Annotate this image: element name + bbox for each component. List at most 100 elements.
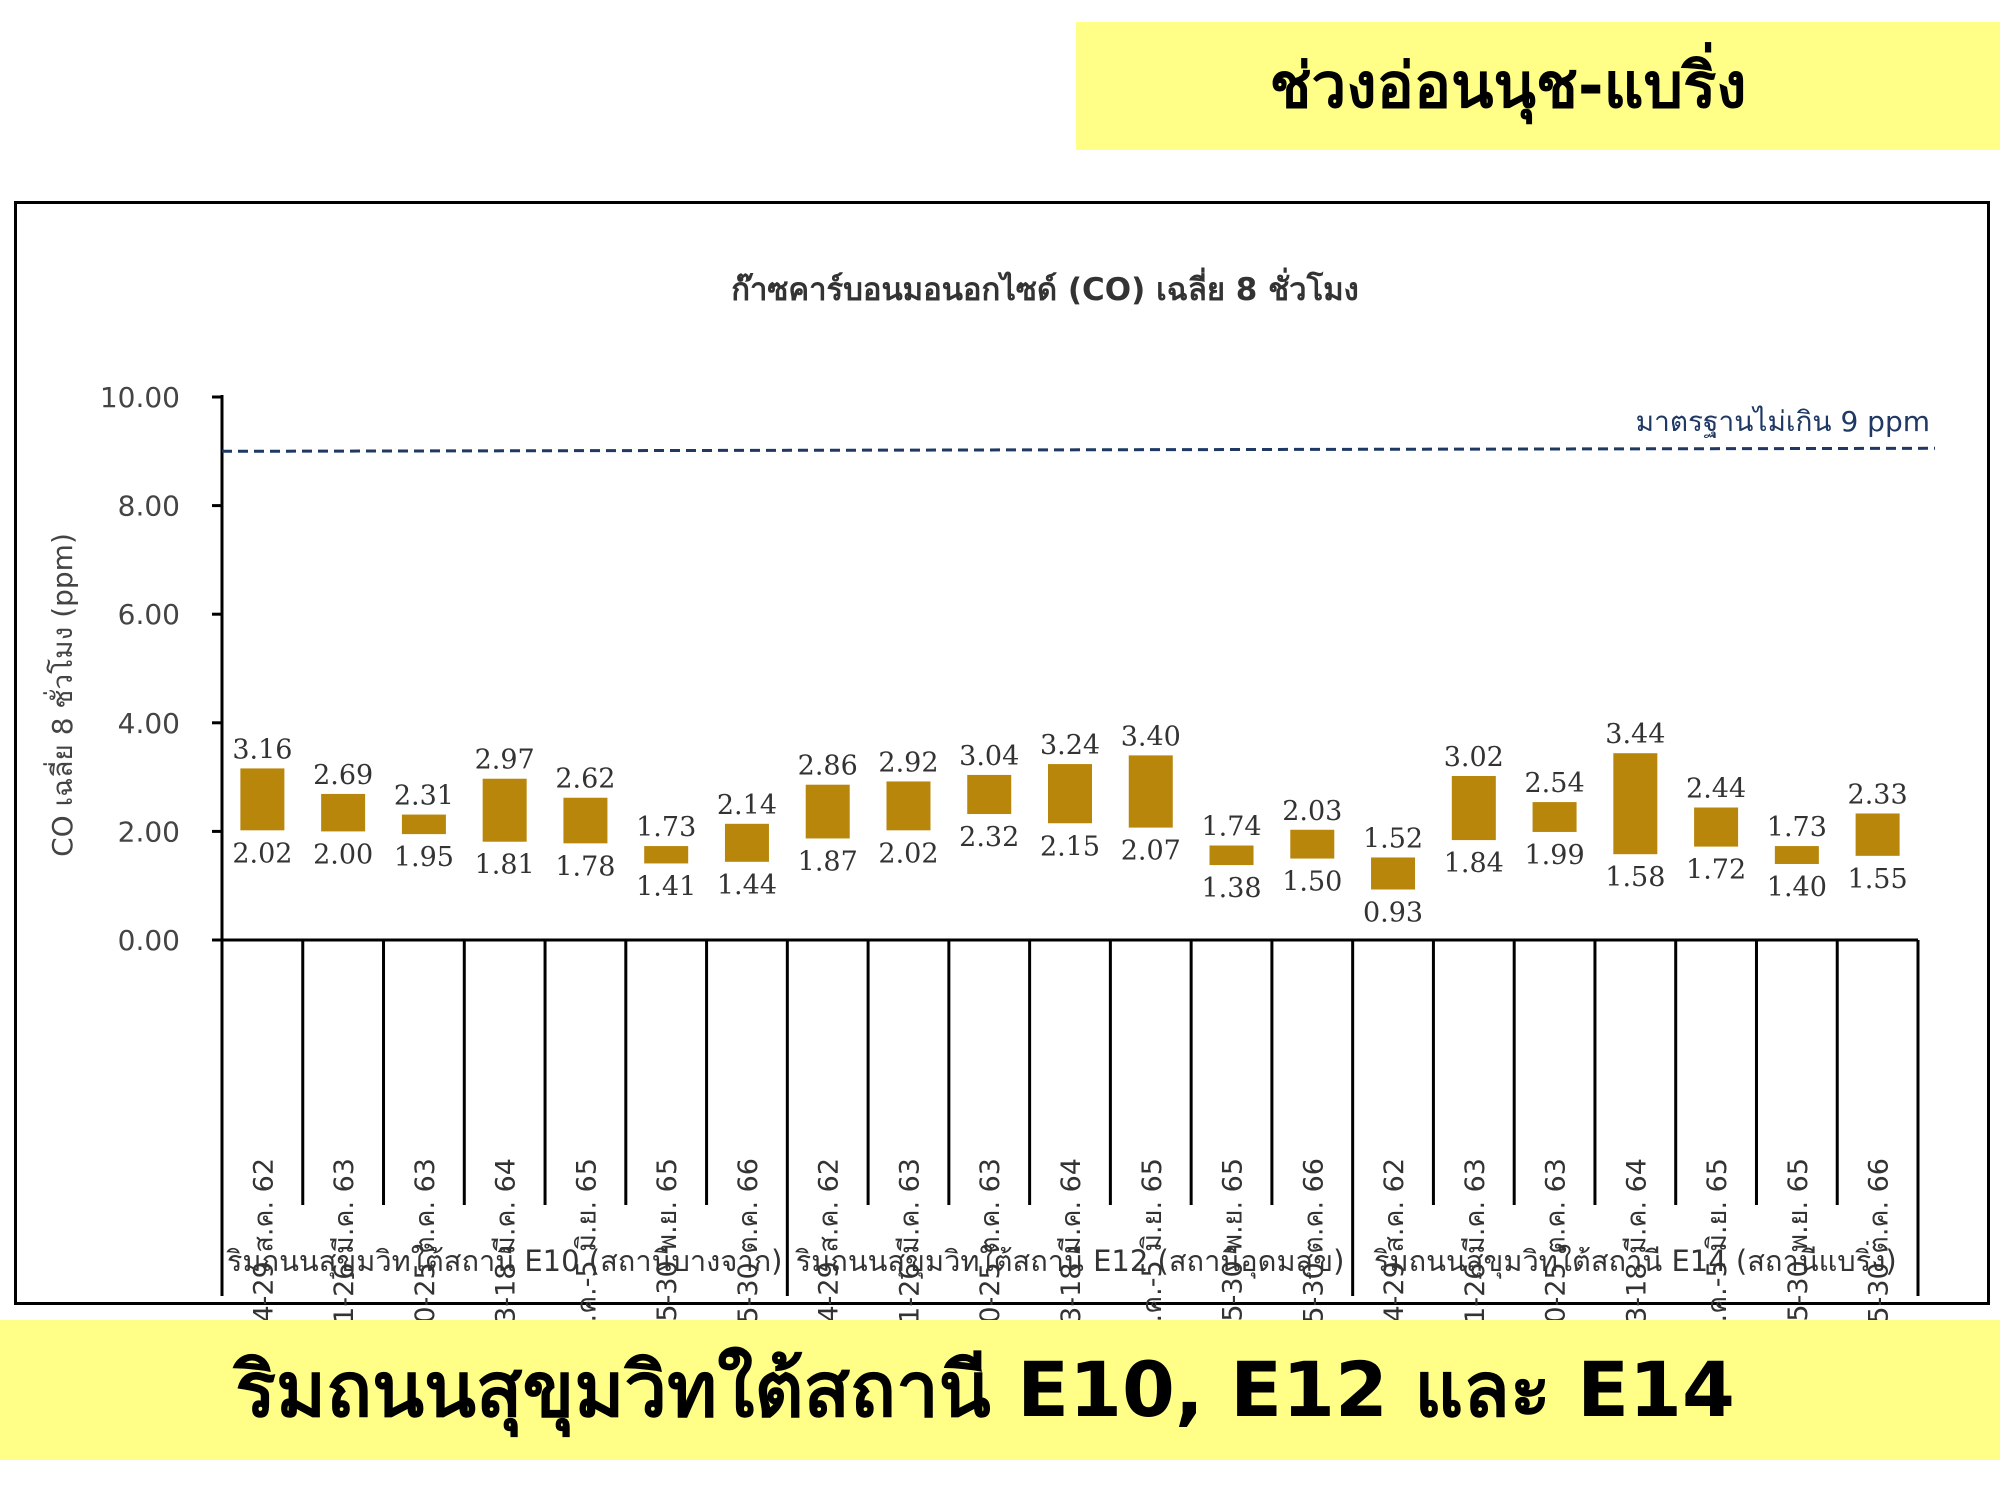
- category-label: 20-25 ต.ค. 63: [410, 1158, 441, 1341]
- category-label: 21-26 มี.ค. 63: [894, 1158, 925, 1341]
- standard-line: [221, 446, 1936, 453]
- min-value-label: 1.55: [1848, 864, 1908, 895]
- y-tick-label: 10.00: [100, 381, 180, 414]
- max-value-label: 2.92: [878, 747, 938, 778]
- y-tick-label: 4.00: [118, 707, 180, 740]
- max-value-label: 2.31: [394, 781, 454, 812]
- category-label: 24-29 ส.ค. 62: [814, 1158, 845, 1340]
- plot-area: 0.00 2.00 4.00 6.00 8.00 10.00 3.16 2.02 24-29 ส…: [100, 381, 1936, 1383]
- range-bar: [563, 797, 608, 844]
- min-value-label: 1.44: [717, 870, 777, 901]
- max-value-label: 2.03: [1282, 796, 1342, 827]
- max-value-label: 2.97: [475, 745, 535, 776]
- y-axis-title: CO เฉลี่ย 8 ชั่วโมง (ppm): [43, 533, 79, 857]
- group-label: ริมถนนสุขุมวิทใต้สถานี E12 (สถานีอุดมสุข…: [795, 1244, 1344, 1279]
- max-value-label: 1.73: [1767, 812, 1827, 843]
- max-value-label: 2.54: [1525, 768, 1585, 799]
- max-value-label: 2.44: [1686, 774, 1746, 805]
- range-bar: [321, 793, 366, 832]
- y-tick-label: 6.00: [118, 598, 180, 631]
- range-bar: [1855, 813, 1900, 856]
- max-value-label: 2.33: [1848, 779, 1908, 810]
- range-bar: [1451, 776, 1496, 841]
- min-value-label: 2.02: [878, 838, 938, 869]
- max-value-label: 2.69: [313, 760, 373, 791]
- range-bar: [644, 846, 689, 864]
- min-value-label: 1.72: [1686, 855, 1746, 886]
- range-bar: [1774, 846, 1819, 864]
- max-value-label: 3.24: [1040, 730, 1100, 761]
- category-label: 25-30 พ.ย. 65: [1783, 1158, 1814, 1339]
- min-value-label: 2.15: [1040, 831, 1100, 862]
- range-bar: [724, 823, 769, 862]
- group-label: ริมถนนสุขุมวิทใต้สถานี E14 (สถานีแบริ่ง): [1374, 1241, 1897, 1279]
- category-label: 21-26 มี.ค. 63: [329, 1158, 360, 1341]
- min-value-label: 1.87: [798, 846, 858, 877]
- min-value-label: 1.38: [1201, 873, 1261, 904]
- y-tick-label: 0.00: [118, 924, 180, 957]
- y-tick-label: 2.00: [118, 815, 180, 848]
- category-label: 13-18 มี.ค. 64: [1621, 1158, 1652, 1341]
- y-tick-label: 8.00: [118, 490, 180, 523]
- range-bar: [1209, 845, 1254, 866]
- category-label: 25-30 ต.ค. 66: [1298, 1158, 1329, 1341]
- bottom-banner-title: ริมถนนสุขุมวิทใต้สถานี E10, E12 และ E14: [235, 1345, 1735, 1434]
- max-value-label: 1.73: [636, 812, 696, 843]
- max-value-label: 2.62: [555, 764, 615, 795]
- min-value-label: 2.07: [1121, 836, 1181, 867]
- range-bar: [1694, 807, 1739, 847]
- max-value-label: 1.52: [1363, 823, 1423, 854]
- max-value-label: 3.02: [1444, 742, 1504, 773]
- range-bar: [401, 814, 446, 835]
- chart-title: ก๊าซคาร์บอนมอนอกไซด์ (CO) เฉลี่ย 8 ชั่วโ…: [731, 267, 1359, 308]
- range-bar: [240, 768, 285, 831]
- category-label: 25-30 พ.ย. 65: [1218, 1158, 1249, 1339]
- category-label: 24-29 ส.ค. 62: [248, 1158, 279, 1340]
- category-label: 21-26 มี.ค. 63: [1460, 1158, 1491, 1341]
- min-value-label: 1.95: [394, 842, 454, 873]
- bottom-banner: ริมถนนสุขุมวิทใต้สถานี E10, E12 และ E14: [0, 1320, 2000, 1460]
- max-value-label: 1.74: [1201, 812, 1261, 843]
- max-value-label: 3.04: [959, 741, 1019, 772]
- category-label: 25-30 ต.ค. 66: [1864, 1158, 1895, 1341]
- category-label: 20-25 ต.ค. 63: [1541, 1158, 1572, 1341]
- chart-frame: [14, 201, 1990, 1305]
- min-value-label: 2.00: [313, 839, 373, 870]
- min-value-label: 2.02: [232, 838, 292, 869]
- category-label: 24-29 ส.ค. 62: [1379, 1158, 1410, 1340]
- category-label: 13-18 มี.ค. 64: [1056, 1158, 1087, 1341]
- max-value-label: 3.44: [1605, 719, 1665, 750]
- category-label: 25-30 พ.ย. 65: [652, 1158, 683, 1339]
- min-value-label: 1.84: [1444, 848, 1504, 879]
- standard-line-label: มาตรฐานไม่เกิน 9 ppm: [1636, 405, 1930, 438]
- min-value-label: 1.40: [1767, 872, 1827, 903]
- category-label: 20-25 ต.ค. 63: [975, 1158, 1006, 1341]
- max-value-label: 3.40: [1121, 721, 1181, 752]
- range-bar: [886, 781, 931, 831]
- range-bar: [1532, 802, 1577, 832]
- min-value-label: 1.41: [636, 871, 696, 902]
- range-bar: [482, 778, 527, 842]
- range-bar: [1290, 829, 1335, 859]
- max-value-label: 2.86: [798, 751, 858, 782]
- range-bar: [967, 774, 1012, 815]
- range-bar: [1128, 755, 1173, 828]
- group-label: ริมถนนสุขุมวิทใต้สถานี E10 (สถานีบางจาก): [226, 1244, 782, 1279]
- min-value-label: 2.32: [959, 822, 1019, 853]
- top-banner-title: ช่วงอ่อนนุช-แบริ่ง: [1269, 49, 1747, 122]
- top-banner: ช่วงอ่อนนุช-แบริ่ง: [1076, 22, 2000, 150]
- max-value-label: 3.16: [232, 734, 292, 765]
- category-label: 13-18 มี.ค. 64: [491, 1158, 522, 1341]
- min-value-label: 1.78: [555, 851, 615, 882]
- range-bar: [805, 784, 850, 839]
- range-bar: [1048, 764, 1092, 824]
- category-label: 25-30 ต.ค. 66: [733, 1158, 764, 1341]
- range-bar: [1371, 857, 1416, 890]
- range-bar: [1613, 753, 1658, 855]
- min-value-label: 1.99: [1525, 840, 1585, 871]
- min-value-label: 1.50: [1282, 867, 1342, 898]
- min-value-label: 1.81: [475, 850, 535, 881]
- max-value-label: 2.14: [717, 790, 777, 821]
- min-value-label: 1.58: [1605, 862, 1665, 893]
